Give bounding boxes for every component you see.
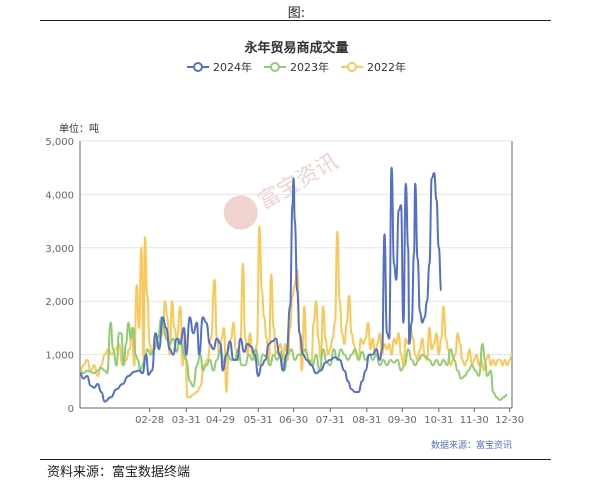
legend-item-2022[interactable]: 2022年 <box>341 59 406 75</box>
x-tick-label: 07-31 <box>316 415 345 426</box>
y-tick-label: 0 <box>68 404 74 415</box>
x-tick-label: 12-30 <box>495 415 524 426</box>
chart-title: 永年贸易商成交量 <box>244 41 349 56</box>
chart-legend: 2024年 2023年 2022年 <box>0 59 593 75</box>
x-tick-label: 11-30 <box>460 415 489 426</box>
x-tick-label: 02-28 <box>135 415 164 426</box>
y-tick-label: 5,000 <box>45 137 74 148</box>
legend-item-2024[interactable]: 2024年 <box>187 59 252 75</box>
legend-label-2024: 2024年 <box>213 61 252 74</box>
legend-label-2022: 2022年 <box>367 61 406 74</box>
legend-dot-2024 <box>193 62 203 72</box>
legend-item-2023[interactable]: 2023年 <box>264 59 329 75</box>
x-tick-label: 10-31 <box>424 415 453 426</box>
figure-label: 图: <box>287 6 306 21</box>
y-tick-label: 2,000 <box>45 297 74 308</box>
legend-swatch-icon <box>264 62 286 72</box>
series-line-2023年 <box>79 316 508 401</box>
x-tick-label: 03-31 <box>172 415 201 426</box>
x-tick-label: 05-31 <box>244 415 273 426</box>
legend-dot-2023 <box>270 62 280 72</box>
top-rule <box>40 20 551 21</box>
legend-dot-2022 <box>347 62 357 72</box>
source-note: 资料来源：富宝数据终端 <box>47 465 191 480</box>
x-tick-label: 06-30 <box>279 415 308 426</box>
bottom-rule <box>40 459 551 460</box>
x-tick-label: 08-31 <box>352 415 381 426</box>
legend-swatch-icon <box>187 62 209 72</box>
y-axis-unit-label: 单位：吨 <box>59 124 99 135</box>
legend-swatch-icon <box>341 62 363 72</box>
chart-source-label: 数据来源：富宝资讯 <box>431 441 513 451</box>
y-tick-label: 3,000 <box>45 244 74 255</box>
x-tick-label: 09-30 <box>388 415 417 426</box>
x-tick-label: 04-29 <box>206 415 235 426</box>
legend-label-2023: 2023年 <box>290 61 329 74</box>
y-tick-label: 1,000 <box>45 351 74 362</box>
y-tick-label: 4,000 <box>45 190 74 201</box>
series-line-2024年 <box>79 166 443 403</box>
